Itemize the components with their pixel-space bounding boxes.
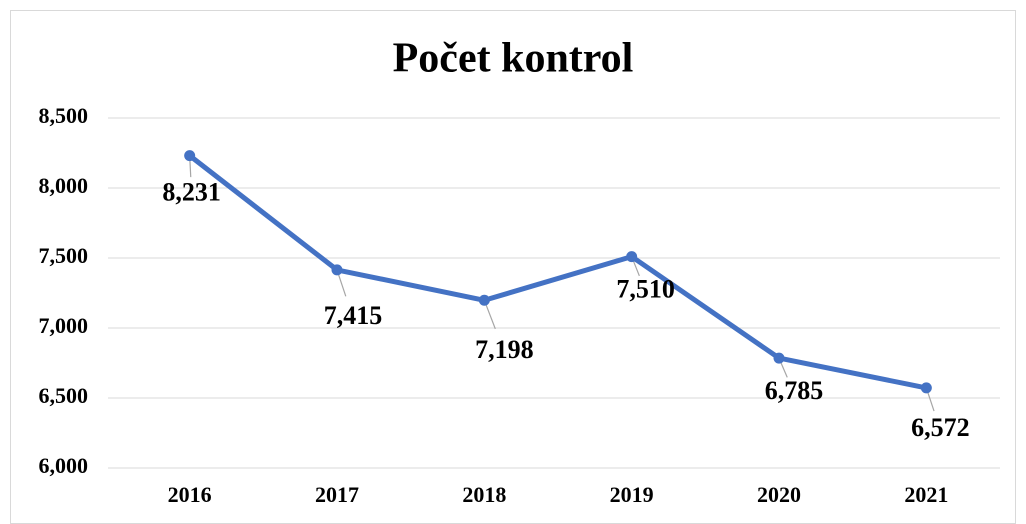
point bbox=[184, 150, 196, 162]
point bbox=[920, 382, 932, 394]
y-tick-label: 7,500 bbox=[39, 243, 89, 268]
line bbox=[188, 153, 927, 391]
chart-title: Počet kontrol bbox=[393, 36, 634, 82]
x-tick-label: 2016 bbox=[168, 482, 212, 507]
data-label: 7,198 bbox=[475, 335, 534, 364]
x-tick-label: 2017 bbox=[315, 482, 359, 507]
x-tick-label: 2021 bbox=[904, 482, 948, 507]
data-label: 6,572 bbox=[911, 413, 970, 442]
y-tick-label: 8,000 bbox=[39, 173, 89, 198]
x-tick-label: 2020 bbox=[757, 482, 801, 507]
point bbox=[331, 264, 343, 276]
chart-border bbox=[10, 10, 1016, 524]
data-label: 8,231 bbox=[162, 178, 221, 207]
y-tick-label: 8,500 bbox=[39, 103, 89, 128]
y-tick-label: 7,000 bbox=[39, 313, 89, 338]
point bbox=[478, 294, 490, 306]
y-tick-label: 6,500 bbox=[39, 383, 89, 408]
x-tick-label: 2018 bbox=[462, 482, 506, 507]
data-label: 7,415 bbox=[324, 301, 383, 330]
y-tick-label: 6,000 bbox=[39, 453, 89, 478]
point bbox=[626, 251, 638, 263]
point bbox=[773, 352, 785, 364]
data-label: 7,510 bbox=[616, 275, 675, 304]
x-tick-label: 2019 bbox=[610, 482, 654, 507]
data-label: 6,785 bbox=[765, 376, 824, 405]
